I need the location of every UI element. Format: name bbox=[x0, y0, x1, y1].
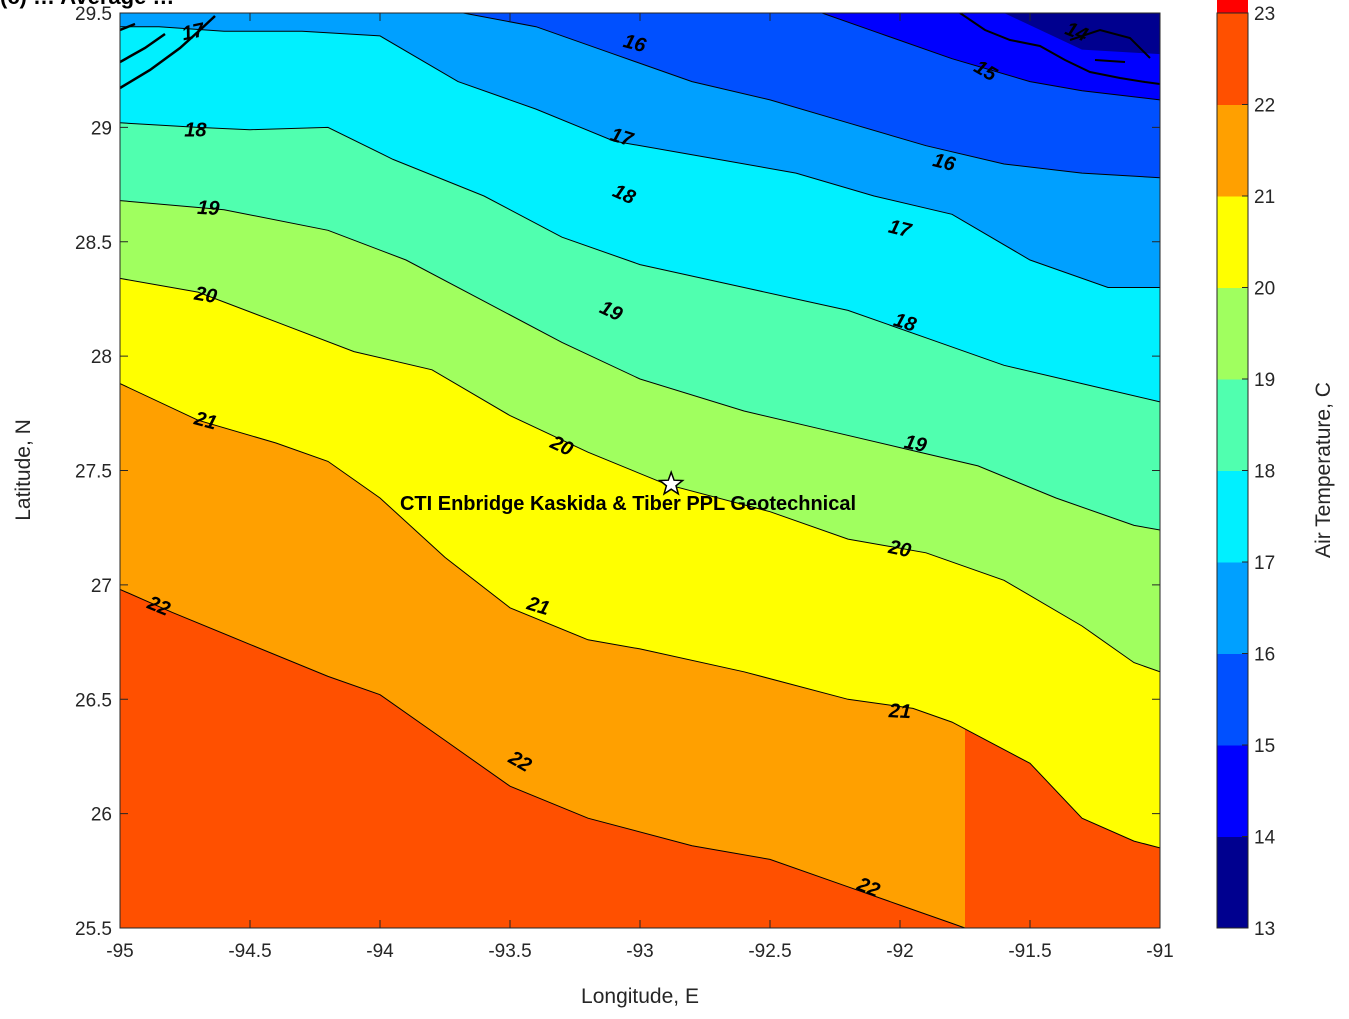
colorbar-label: Air Temperature, C bbox=[1312, 382, 1335, 558]
axis-ticks: -95 -94.5 -94 -93.5 -93 -92.5 -92 -91.5 -91 25.5 2… bbox=[75, 4, 1174, 962]
colorbar-segment bbox=[1217, 836, 1248, 929]
colorbar-tick-label: 16 bbox=[1254, 645, 1275, 666]
colorbar-segment bbox=[1217, 0, 1248, 14]
x-tick-label: -91 bbox=[1146, 941, 1173, 962]
colorbar-segment bbox=[1217, 470, 1248, 563]
x-tick-label: -91.5 bbox=[1008, 941, 1051, 962]
colorbar-tick-label: 22 bbox=[1254, 96, 1275, 117]
x-tick-label: -94 bbox=[366, 941, 394, 962]
colorbar-tick-label: 14 bbox=[1254, 828, 1276, 849]
x-tick-label: -93 bbox=[626, 941, 653, 962]
colorbar-segment bbox=[1217, 196, 1248, 288]
contour-band-13 bbox=[1004, 13, 1160, 55]
colorbar-tick-label: 19 bbox=[1254, 370, 1275, 391]
contour-line-21 bbox=[120, 383, 1160, 849]
contour-label: 20 bbox=[192, 282, 219, 308]
x-tick-label: -92 bbox=[886, 941, 913, 962]
colorbar-segment bbox=[1217, 562, 1248, 654]
chart-title: (c) … Average … bbox=[0, 0, 174, 9]
colorbar-tick-label: 18 bbox=[1254, 462, 1275, 483]
contour-line-19 bbox=[120, 200, 1160, 531]
contour-line-22 bbox=[120, 588, 966, 928]
colorbar: 13 14 15 16 17 18 19 20 21 22 23 bbox=[1216, 0, 1276, 940]
site-label: CTI Enbridge Kaskida & Tiber PPL Geotech… bbox=[400, 493, 856, 515]
contour-line-16 bbox=[463, 13, 1160, 179]
y-tick-label: 29 bbox=[91, 118, 112, 139]
colorbar-segment bbox=[1217, 13, 1248, 105]
coastline-east bbox=[959, 13, 1160, 85]
colorbar-tick-label: 15 bbox=[1254, 736, 1275, 757]
contour-line-18 bbox=[120, 122, 1160, 403]
y-tick-label: 27.5 bbox=[75, 462, 112, 483]
y-axis-label: Latitude, N bbox=[12, 419, 35, 521]
x-tick-label: -94.5 bbox=[228, 941, 271, 962]
y-tick-label: 28 bbox=[91, 347, 112, 368]
site-star-marker bbox=[657, 469, 685, 496]
x-tick-label: -95 bbox=[106, 941, 133, 962]
colorbar-tick-label: 17 bbox=[1254, 553, 1275, 574]
contour-label: 17 bbox=[180, 19, 207, 45]
x-axis-label: Longitude, E bbox=[581, 985, 699, 1008]
colorbar-segment bbox=[1217, 745, 1248, 837]
coastline-west bbox=[120, 15, 216, 90]
contour-line-15 bbox=[821, 13, 1160, 101]
x-tick-label: -92.5 bbox=[748, 941, 791, 962]
y-tick-label: 29.5 bbox=[75, 4, 112, 25]
y-tick-label: 27 bbox=[91, 576, 112, 597]
colorbar-segment bbox=[1217, 287, 1248, 380]
contour-label: 19 bbox=[902, 431, 929, 457]
y-tick-label: 25.5 bbox=[75, 919, 112, 940]
contour-line-17 bbox=[120, 26, 1160, 288]
contour-label: 21 bbox=[887, 700, 911, 723]
colorbar-segment bbox=[1217, 379, 1248, 471]
colorbar-tick-label: 20 bbox=[1254, 279, 1275, 300]
x-tick-label: -93.5 bbox=[488, 941, 531, 962]
y-tick-label: 26.5 bbox=[75, 690, 112, 711]
colorbar-tick-label: 23 bbox=[1254, 4, 1275, 25]
colorbar-tick-label: 21 bbox=[1254, 187, 1275, 208]
contour-label: 18 bbox=[184, 120, 207, 142]
contour-label: 20 bbox=[886, 536, 913, 562]
y-tick-label: 26 bbox=[91, 805, 112, 826]
y-tick-label: 28.5 bbox=[75, 233, 112, 254]
colorbar-segment bbox=[1217, 104, 1248, 197]
colorbar-tick-label: 13 bbox=[1254, 919, 1275, 940]
colorbar-segment bbox=[1217, 653, 1248, 746]
contour-label: 19 bbox=[197, 197, 221, 220]
